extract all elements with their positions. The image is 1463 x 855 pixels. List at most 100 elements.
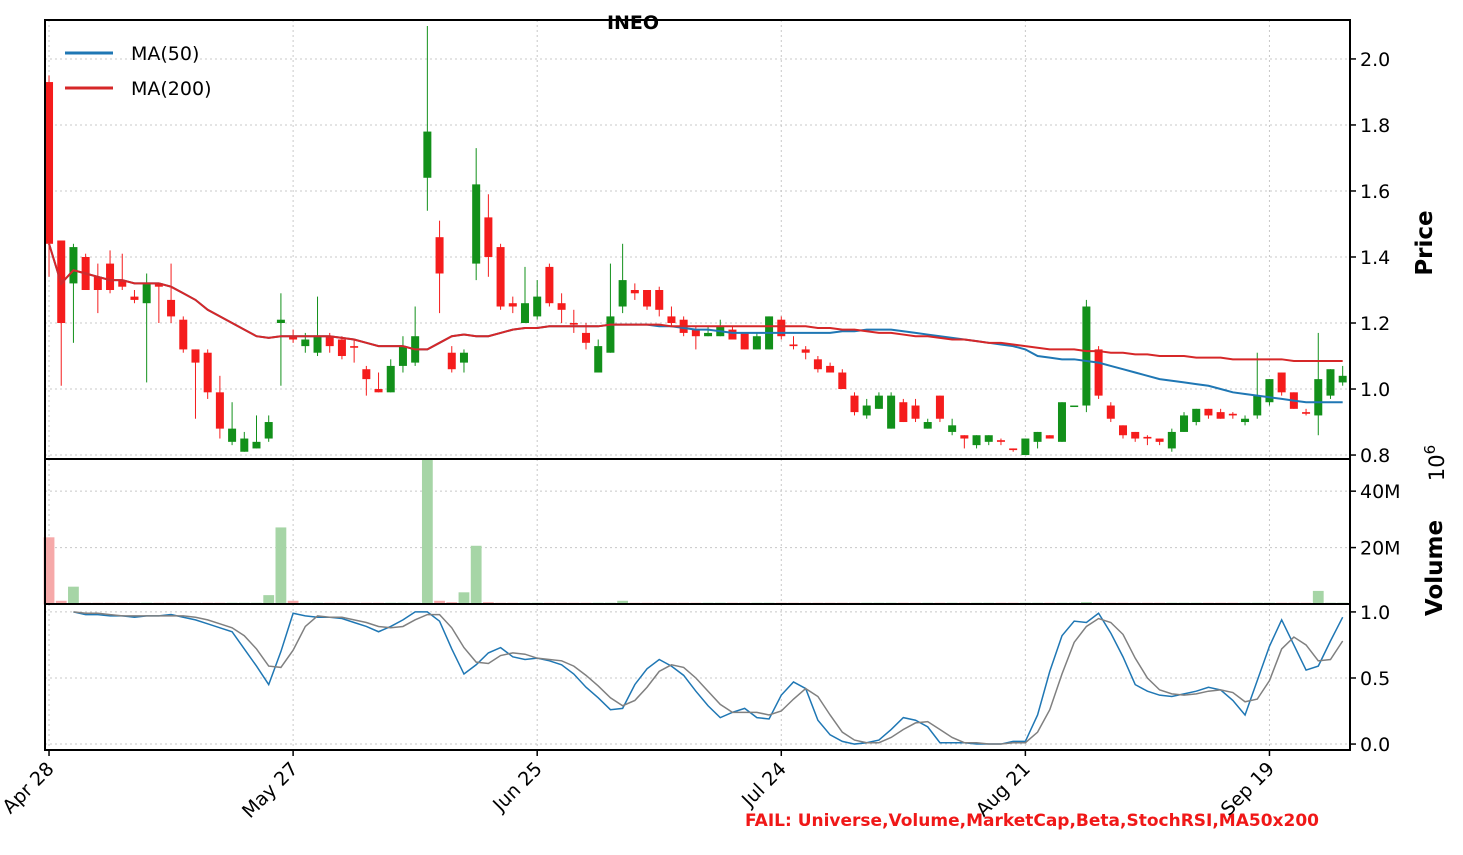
- y-tick-label: 1.4: [1360, 247, 1390, 269]
- candle-body: [252, 441, 261, 449]
- y-tick-label: 1.6: [1360, 181, 1390, 203]
- candle-body: [484, 217, 493, 257]
- y-tick-label: 20M: [1360, 538, 1401, 560]
- legend-label: MA(200): [131, 78, 211, 100]
- candle-body: [1155, 438, 1164, 442]
- candle-body: [1314, 379, 1323, 416]
- candle-body: [1216, 412, 1225, 419]
- offset-label: 106: [1421, 445, 1449, 481]
- candle-body: [728, 329, 737, 340]
- volume-bar: [421, 459, 433, 605]
- x-tick-label: Jun 25: [488, 758, 547, 817]
- y-tick-label: 1.0: [1360, 602, 1390, 624]
- price-axis-label: Price: [1412, 210, 1438, 275]
- candle-body: [1131, 431, 1140, 439]
- y-tick-label: 2.0: [1360, 49, 1390, 71]
- offset-exponent: 6: [1421, 445, 1439, 455]
- volume-bar: [470, 545, 482, 605]
- candle-body: [398, 346, 407, 366]
- panel-frame: [44, 603, 1351, 751]
- candle-body: [142, 283, 151, 304]
- candle-body: [887, 395, 896, 429]
- panel-frame: [44, 458, 1351, 605]
- candle-body: [374, 389, 383, 393]
- candle-body: [1106, 405, 1115, 419]
- volume-bar: [263, 595, 275, 605]
- candle-body: [850, 395, 859, 413]
- candle-body: [1192, 408, 1201, 423]
- candle-body: [704, 332, 713, 337]
- candle-body: [1021, 438, 1030, 456]
- candle-body: [972, 435, 981, 446]
- candle-body: [1204, 408, 1213, 416]
- legend-label: MA(50): [131, 43, 199, 65]
- candle-body: [1277, 372, 1286, 393]
- offset-base: 10: [1425, 454, 1449, 481]
- candle-body: [960, 435, 969, 439]
- candle-body: [45, 82, 54, 244]
- candle-body: [191, 349, 200, 363]
- candle-body: [606, 316, 615, 353]
- candle-body: [496, 247, 505, 307]
- candle-body: [1302, 412, 1311, 414]
- y-tick-label: 0.5: [1360, 668, 1390, 690]
- candle-body: [1326, 369, 1335, 396]
- y-tick-label: 0.8: [1360, 445, 1390, 467]
- candle-body: [984, 435, 993, 442]
- candle-body: [93, 276, 102, 291]
- y-tick-label: 1.8: [1360, 115, 1390, 137]
- candle-body: [447, 352, 456, 370]
- chart-title: INEO: [607, 12, 659, 34]
- candle-body: [1338, 375, 1347, 383]
- candle-body: [923, 422, 932, 429]
- candle-body: [655, 290, 664, 310]
- candle-body: [362, 369, 371, 380]
- panel-frame: [44, 19, 1351, 460]
- candle-body: [179, 319, 188, 350]
- candle-body: [167, 299, 176, 317]
- candle-body: [935, 395, 944, 419]
- candle-body: [1045, 435, 1054, 439]
- candle-body: [1241, 418, 1250, 423]
- y-tick-label: 40M: [1360, 481, 1401, 503]
- candle-body: [1167, 431, 1176, 449]
- candle-body: [594, 346, 603, 373]
- candle-body: [911, 405, 920, 419]
- candle-body: [1070, 405, 1079, 408]
- candle-body: [520, 303, 529, 324]
- volume-bar: [275, 527, 287, 605]
- candle-body: [557, 303, 566, 310]
- ma-line: [48, 243, 1343, 362]
- candle-body: [472, 184, 481, 264]
- candle-body: [1119, 425, 1128, 436]
- candle-body: [618, 280, 627, 307]
- candle-body: [69, 247, 78, 284]
- candle-body: [1009, 448, 1018, 451]
- candle-body: [203, 352, 212, 393]
- volume-bar: [68, 586, 79, 605]
- candle-body: [1253, 395, 1262, 416]
- candle-body: [215, 392, 224, 429]
- candle-body: [1033, 431, 1042, 442]
- volume-bar: [458, 592, 470, 605]
- candle-body: [1082, 306, 1091, 406]
- candle-body: [1180, 415, 1189, 432]
- candle-body: [276, 319, 285, 324]
- candle-body: [1228, 413, 1237, 416]
- candle-body: [264, 422, 273, 439]
- candle-body: [801, 349, 810, 353]
- candle-body: [533, 296, 542, 317]
- y-tick-label: 1.2: [1360, 313, 1390, 335]
- candle-body: [643, 290, 652, 307]
- candle-body: [789, 344, 798, 347]
- candle-body: [1143, 436, 1152, 439]
- candle-body: [752, 336, 761, 350]
- candle-body: [508, 303, 517, 307]
- candle-body: [240, 438, 249, 452]
- candle-body: [301, 339, 310, 347]
- candle-body: [899, 402, 908, 423]
- candle-body: [874, 395, 883, 409]
- stoch-line: [73, 611, 1344, 745]
- candle-body: [386, 365, 395, 393]
